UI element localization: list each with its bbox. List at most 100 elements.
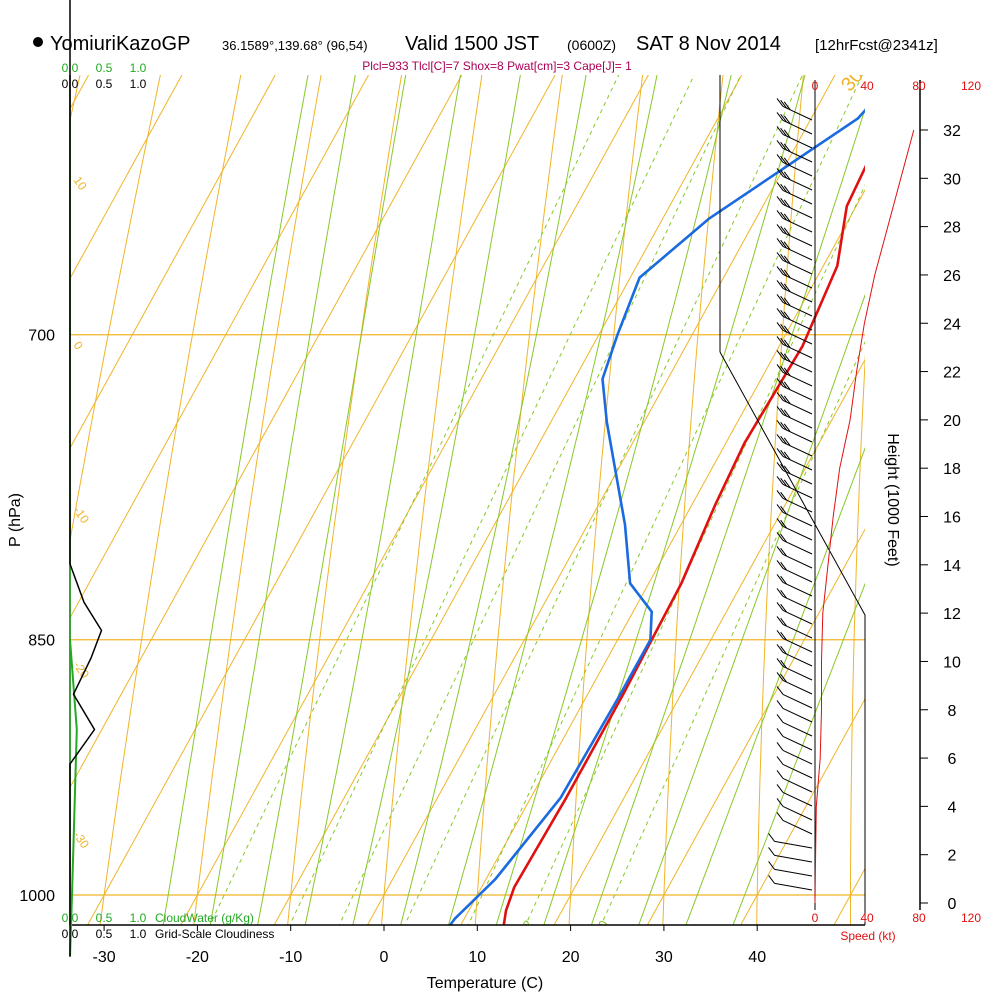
wind-barb-flag: [776, 434, 784, 443]
wind-barb-flag: [780, 141, 788, 151]
mixing-ratio-line: [525, 184, 865, 925]
moist-adiabat: [543, 75, 806, 925]
wind-barb-shaft: [782, 232, 813, 247]
height-tick-label: 30: [943, 171, 961, 188]
height-tick-label: 0: [948, 896, 957, 913]
isotherm-line: [70, 75, 369, 619]
dry-adiabat: [287, 75, 403, 925]
wind-barb-flag: [776, 770, 784, 779]
wind-barb-shaft: [782, 372, 813, 387]
wind-barb: [776, 742, 813, 765]
wind-barb-flag: [776, 784, 784, 793]
wind-barb-shaft: [782, 470, 813, 485]
cloudiness-scale-bottom: 0.5: [96, 927, 113, 941]
wind-barb-flag: [780, 477, 788, 487]
wind-barb-flag: [783, 213, 791, 223]
stability-indices: Plcl=933 Tlcl[C]=7 Shox=8 Pwat[cm]=3 Cap…: [362, 59, 632, 73]
station-coords: 36.1589°,139.68° (96,54): [222, 38, 368, 53]
wind-barb-flag: [776, 812, 784, 821]
wind-barb-flag: [776, 616, 784, 625]
wind-barb-flag: [768, 861, 775, 870]
wind-barb: [776, 798, 813, 821]
wind-barb-flag: [776, 252, 784, 261]
wind-barb-flag: [776, 112, 784, 121]
wind-barb-flag: [776, 280, 784, 289]
frame-wind-edge: [719, 351, 866, 925]
wind-barb: [776, 154, 813, 177]
wind-barb: [776, 98, 813, 121]
wind-barb: [768, 847, 813, 863]
wind-barb: [776, 266, 813, 289]
wind-barb-flag: [776, 350, 784, 359]
wind-barb: [776, 420, 813, 443]
cloud-water-scale-top: 0.5: [96, 61, 113, 75]
wind-barb-flag: [776, 336, 784, 345]
wind-barb-flag: [780, 449, 788, 459]
temperature-tick-label: 0: [380, 949, 389, 966]
temperature-axis: -30 -20 -10 0 10 20 30 40: [93, 925, 766, 966]
moist-adiabat: [162, 75, 309, 925]
wind-barb-flag: [783, 101, 791, 111]
wind-barb: [776, 126, 813, 149]
wind-barb-flag: [776, 392, 784, 401]
speed-tick-bottom: 120: [961, 911, 981, 925]
wind-barb: [776, 518, 813, 541]
forecast-cycle: [12hrFcst@2341z]: [815, 37, 938, 54]
wind-barb-flag: [780, 295, 788, 305]
wind-barb: [776, 140, 813, 163]
height-tick-label: 20: [943, 413, 961, 430]
wind-barb-flag: [780, 561, 788, 571]
plot-frame: [69, 75, 866, 926]
wind-barb-flag: [780, 505, 788, 515]
wind-barb: [776, 448, 813, 471]
moist-adiabat: [352, 75, 521, 925]
wind-barb: [776, 546, 813, 569]
wind-barb-flag: [783, 367, 791, 377]
wind-barb: [776, 476, 813, 499]
wind-barb-flag: [776, 504, 784, 513]
mixing-ratio-line: [467, 75, 863, 925]
wind-barb-flag: [780, 673, 788, 683]
plot-area: 1235812200102030100-10-20-30: [70, 75, 865, 925]
wind-barb-flag: [768, 875, 775, 884]
wind-barb: [776, 168, 813, 191]
mixing-ratio-line: [600, 340, 865, 925]
wind-barb-flag: [780, 393, 788, 403]
wind-barb-flag: [783, 339, 791, 349]
wind-barb-shaft: [782, 316, 813, 331]
height-tick-label: 10: [943, 654, 961, 671]
wind-barb-flag: [783, 395, 791, 405]
dry-adiabat: [850, 353, 865, 925]
wind-barb-flag: [776, 210, 784, 219]
wind-barb-flag: [776, 588, 784, 597]
wind-barb: [776, 224, 813, 247]
wind-barb-shaft: [782, 218, 813, 233]
wind-barb-flag: [780, 281, 788, 291]
y-axis-label: P (hPa): [7, 493, 24, 547]
wind-barb: [776, 616, 813, 639]
wind-barb-flag: [776, 364, 784, 373]
wind-barb: [776, 280, 813, 303]
wind-barb-shaft: [782, 484, 813, 499]
wind-barb-shaft: [782, 638, 813, 653]
speed-tick-top: 80: [912, 79, 926, 93]
wind-barb: [768, 861, 813, 877]
wind-barb-shaft: [782, 540, 813, 555]
moist-adiabat: [257, 75, 407, 925]
wind-barb-shaft: [782, 554, 813, 569]
wind-barb-flag: [780, 589, 788, 599]
wind-barb-flag: [783, 171, 791, 181]
wind-barb: [776, 364, 813, 387]
forecast-date: SAT 8 Nov 2014: [636, 33, 781, 55]
wind-barb-shaft: [774, 868, 813, 877]
speed-tick-bottom: 80: [912, 911, 926, 925]
wind-barb: [776, 434, 813, 457]
isotherm-label: 10: [71, 174, 90, 193]
isotherm-line: [367, 75, 836, 925]
wind-barb-flag: [776, 98, 784, 107]
wind-barb-flag: [776, 378, 784, 387]
wind-barb-shaft: [782, 190, 813, 205]
cloudiness-scale-top: 0.5: [96, 77, 113, 91]
wind-barb-shaft: [782, 526, 813, 541]
